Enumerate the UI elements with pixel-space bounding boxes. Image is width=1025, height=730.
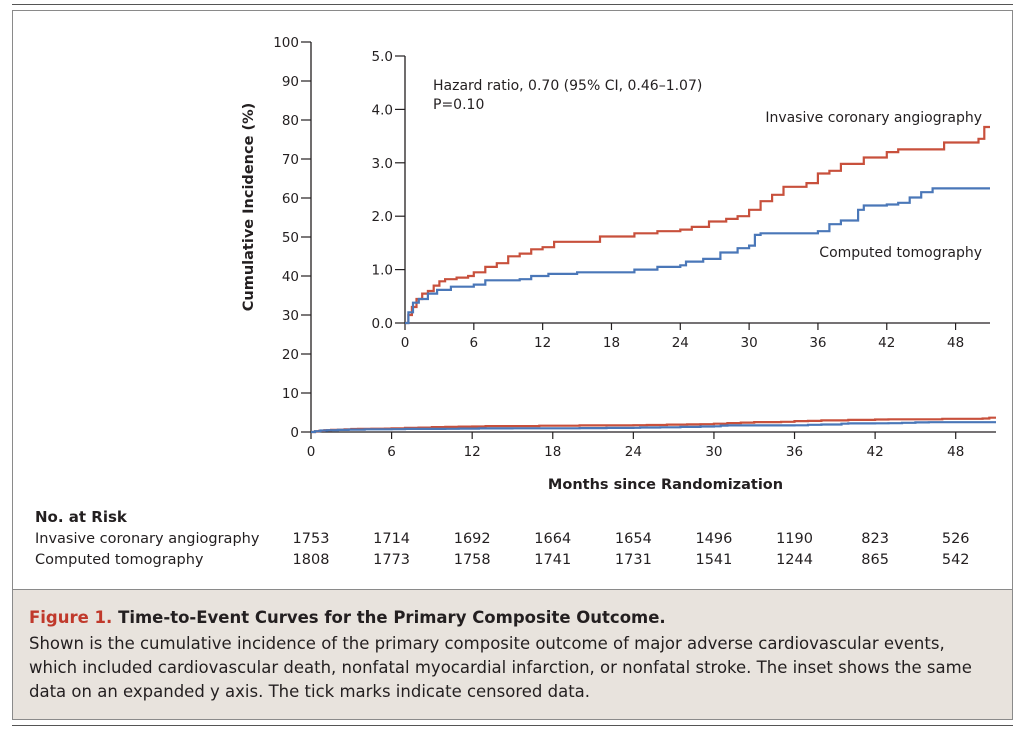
y-tick-label: 10 [282, 386, 299, 402]
y-tick-label: 40 [282, 269, 299, 285]
x-axis-title: Months since Randomization [548, 477, 783, 493]
risk-value: 1758 [454, 552, 491, 568]
risk-value: 1731 [615, 552, 652, 568]
hazard-ratio-text: Hazard ratio, 0.70 (95% CI, 0.46–1.07) [433, 78, 702, 94]
risk-value: 1714 [373, 531, 410, 547]
risk-value: 1541 [695, 552, 732, 568]
caption-body: Shown is the cumulative incidence of the… [29, 634, 972, 701]
y-axis-title: Cumulative Incidence (%) [241, 103, 257, 311]
y-tick-label: 90 [282, 74, 299, 90]
inset-y-tick-label: 4.0 [372, 102, 393, 118]
risk-row-label: Invasive coronary angiography [35, 531, 260, 547]
risk-row-label: Computed tomography [35, 552, 204, 568]
risk-value: 542 [942, 552, 970, 568]
x-tick-label: 24 [625, 444, 642, 460]
inset-x-tick-label: 0 [401, 335, 410, 351]
inset-x-tick-label: 42 [878, 335, 895, 351]
risk-table-heading: No. at Risk [35, 508, 128, 526]
inset-y-tick-label: 0.0 [372, 316, 393, 332]
x-tick-label: 18 [544, 444, 561, 460]
top-rule [12, 4, 1013, 5]
x-tick-label: 0 [307, 444, 316, 460]
x-tick-label: 12 [464, 444, 481, 460]
risk-value: 1741 [534, 552, 571, 568]
risk-table: No. at Risk Invasive coronary angiography… [35, 508, 970, 568]
risk-value: 1773 [373, 552, 410, 568]
risk-value: 1808 [293, 552, 330, 568]
y-tick-label: 30 [282, 308, 299, 324]
risk-value: 865 [861, 552, 889, 568]
x-tick-label: 42 [867, 444, 884, 460]
series-label-invasive: Invasive coronary angiography [765, 110, 982, 126]
y-tick-label: 20 [282, 347, 299, 363]
series-label-ct: Computed tomography [819, 245, 982, 261]
y-tick-label: 100 [273, 35, 299, 51]
inset-x-tick-label: 48 [947, 335, 964, 351]
inset-axes: 0.0 1.0 2.0 3.0 4.0 5.0 0 6 12 18 24 30 36 42 48 [372, 49, 990, 351]
y-tick-label: 80 [282, 113, 299, 129]
y-tick-label: 50 [282, 230, 299, 246]
y-tick-label: 70 [282, 152, 299, 168]
inset-x-tick-label: 30 [741, 335, 758, 351]
figure-caption: Figure 1. Time-to-Event Curves for the P… [13, 589, 1012, 719]
plot-area: 0 10 20 30 40 50 60 70 80 90 100 0 6 12 18 24 30 36 42 48 Mo… [13, 11, 1012, 589]
annotations: Hazard ratio, 0.70 (95% CI, 0.46–1.07) P=… [433, 78, 982, 261]
inset-y-tick-label: 2.0 [372, 209, 393, 225]
risk-value: 1190 [776, 531, 813, 547]
inset-x-tick-label: 24 [672, 335, 689, 351]
risk-value: 1244 [776, 552, 813, 568]
x-tick-label: 36 [786, 444, 803, 460]
inset-series-line [405, 187, 990, 325]
inset-x-tick-label: 36 [809, 335, 826, 351]
main-series [311, 416, 996, 434]
bottom-rule [12, 725, 1013, 726]
x-tick-label: 30 [705, 444, 722, 460]
inset-y-tick-label: 1.0 [372, 263, 393, 279]
caption-title: Time-to-Event Curves for the Primary Com… [118, 608, 666, 627]
risk-value: 1496 [695, 531, 732, 547]
inset-y-tick-label: 5.0 [372, 49, 393, 65]
x-tick-label: 48 [947, 444, 964, 460]
y-tick-label: 0 [290, 425, 299, 441]
risk-value: 1654 [615, 531, 652, 547]
inset-x-tick-label: 18 [603, 335, 620, 351]
risk-value: 526 [942, 531, 970, 547]
risk-value: 1753 [293, 531, 330, 547]
risk-value: 1664 [534, 531, 571, 547]
figure-frame: 0 10 20 30 40 50 60 70 80 90 100 0 6 12 18 24 30 36 42 48 Mo… [12, 10, 1013, 720]
inset-series-line [405, 125, 990, 325]
risk-value: 1692 [454, 531, 491, 547]
inset-series [405, 125, 990, 325]
y-tick-label: 60 [282, 191, 299, 207]
x-tick-label: 6 [387, 444, 396, 460]
p-value-text: P=0.10 [433, 97, 484, 113]
risk-value: 823 [861, 531, 889, 547]
inset-x-tick-label: 12 [534, 335, 551, 351]
inset-x-tick-label: 6 [470, 335, 479, 351]
inset-y-tick-label: 3.0 [372, 156, 393, 172]
caption-title-line: Figure 1. Time-to-Event Curves for the P… [29, 606, 996, 630]
caption-label: Figure 1. [29, 608, 113, 627]
main-series-line [311, 421, 996, 434]
